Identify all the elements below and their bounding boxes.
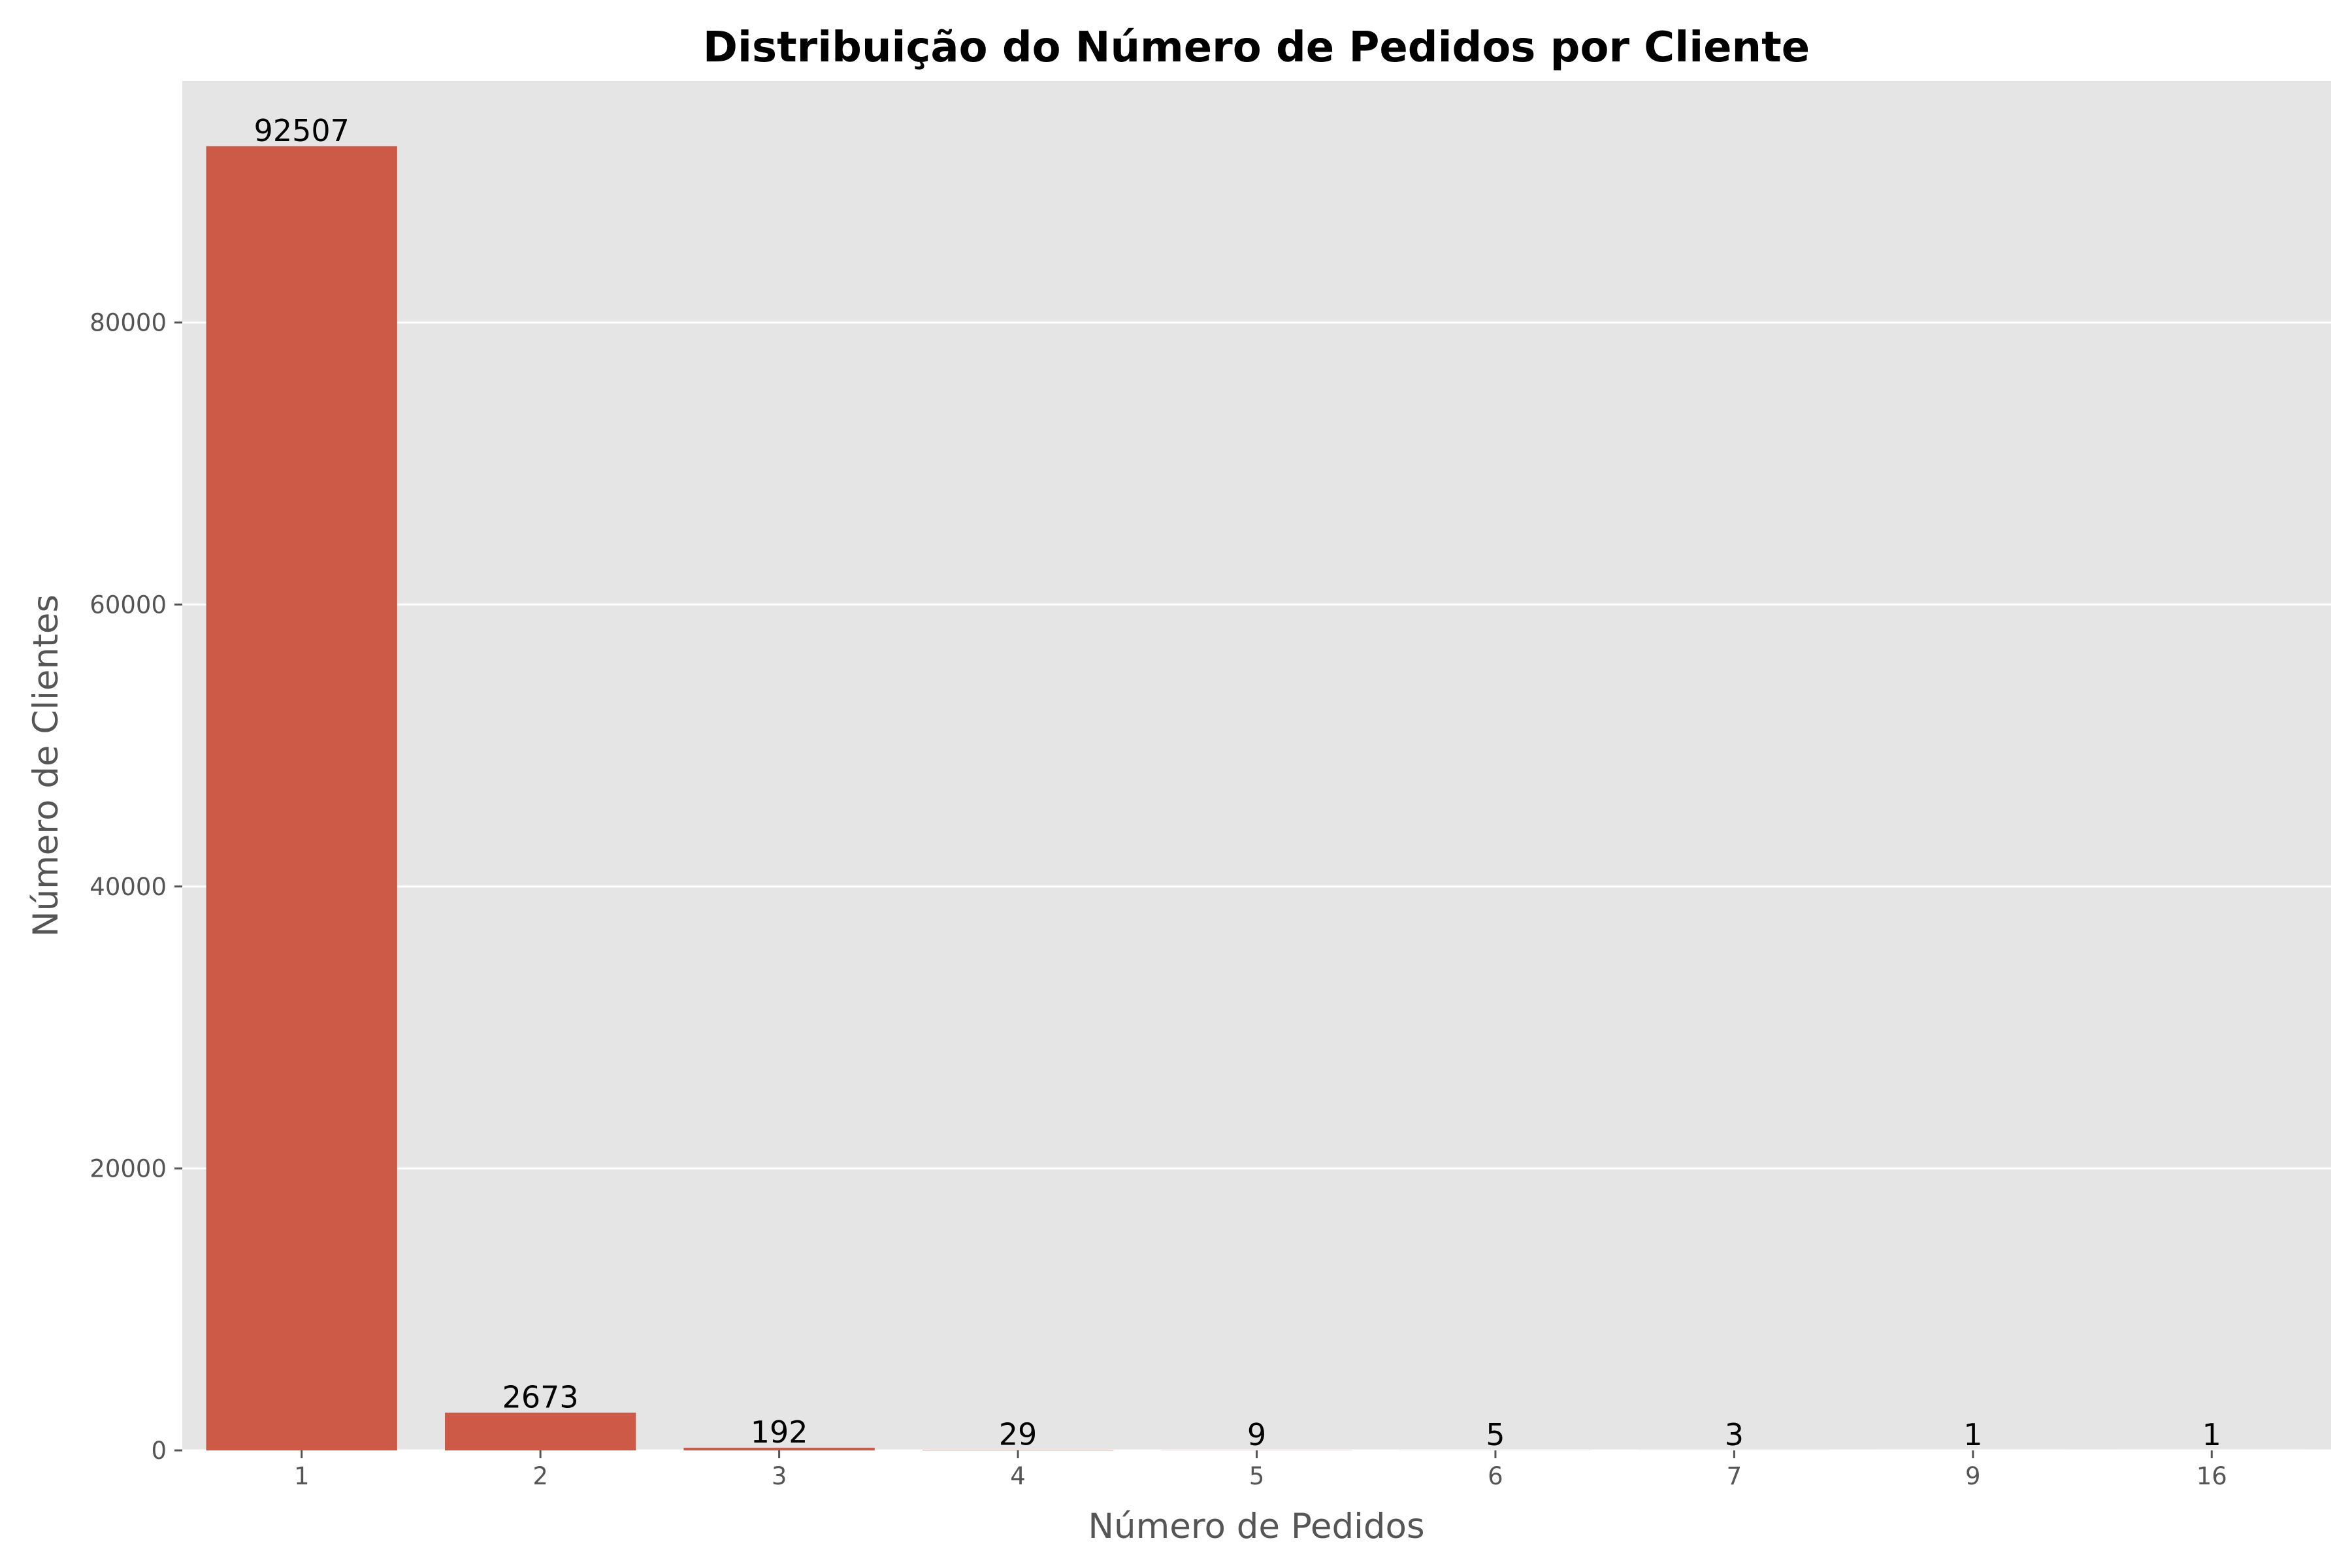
y-tick-label: 40000 xyxy=(90,873,167,901)
x-tick-label: 6 xyxy=(1488,1462,1503,1490)
data-label-4: 29 xyxy=(999,1416,1037,1452)
x-tick-label: 2 xyxy=(532,1462,548,1490)
x-tick-label: 3 xyxy=(772,1462,787,1490)
y-tick-label: 20000 xyxy=(90,1154,167,1183)
data-label-7: 3 xyxy=(1725,1417,1744,1452)
bar-2 xyxy=(444,1413,636,1450)
plot-area xyxy=(182,81,2331,1450)
y-axis-label: Número de Clientes xyxy=(26,595,66,937)
bars xyxy=(206,146,2308,1450)
y-tick-label: 0 xyxy=(151,1437,167,1465)
x-axis-ticks: 1 2 3 4 5 6 7 9 16 xyxy=(294,1450,2227,1490)
x-axis-label: Número de Pedidos xyxy=(1088,1507,1424,1546)
data-label-16: 1 xyxy=(2202,1417,2221,1452)
data-label-1: 92507 xyxy=(254,113,350,148)
x-tick-label: 9 xyxy=(1965,1462,1981,1490)
x-tick-label: 5 xyxy=(1249,1462,1265,1490)
y-axis-ticks: 0 20000 40000 60000 80000 xyxy=(90,309,182,1465)
data-labels: 92507 2673 192 29 9 5 3 1 1 xyxy=(254,113,2221,1452)
data-label-5: 9 xyxy=(1247,1417,1266,1452)
x-tick-label: 4 xyxy=(1010,1462,1026,1490)
bar-3 xyxy=(683,1447,875,1450)
chart-title: Distribuição do Número de Pedidos por Cl… xyxy=(703,24,1810,72)
x-tick-label: 16 xyxy=(2197,1462,2227,1490)
x-tick-label: 1 xyxy=(294,1462,310,1490)
data-label-2: 2673 xyxy=(502,1379,579,1414)
data-label-6: 5 xyxy=(1486,1417,1505,1452)
y-tick-label: 60000 xyxy=(90,591,167,619)
bar-1 xyxy=(206,146,397,1450)
data-label-9: 1 xyxy=(1963,1417,1982,1452)
y-tick-label: 80000 xyxy=(90,309,167,337)
x-tick-label: 7 xyxy=(1727,1462,1742,1490)
data-label-3: 192 xyxy=(751,1414,808,1450)
